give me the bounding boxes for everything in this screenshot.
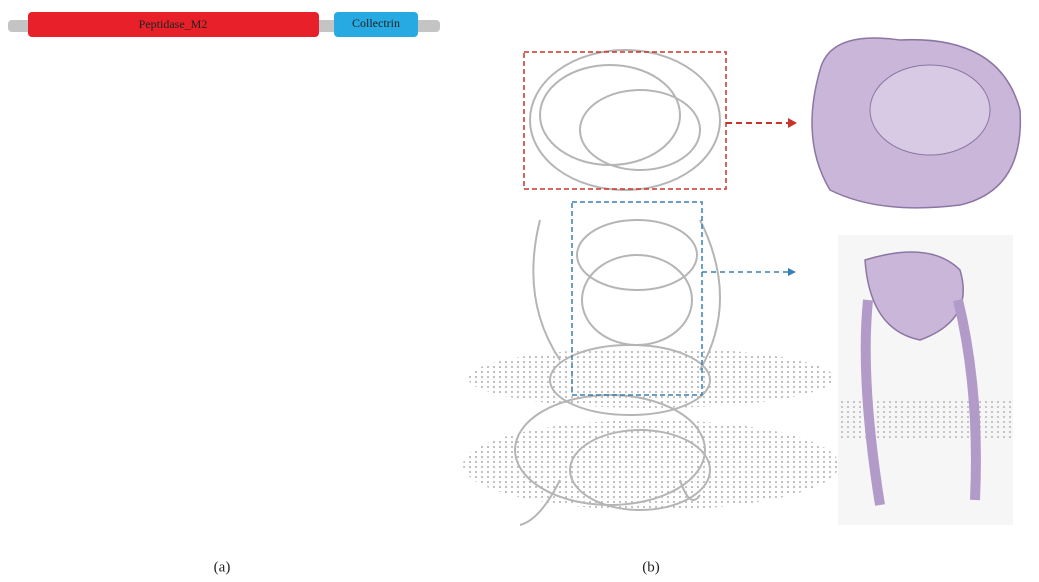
panel-label: (b) [642, 559, 660, 575]
arrow-head [788, 118, 797, 128]
zoom-structure-bottom [838, 235, 1013, 525]
protein-structure [463, 50, 839, 525]
domain-label: Peptidase_M2 [139, 17, 208, 31]
arrow-head [788, 268, 796, 276]
zoom-structure-top [812, 38, 1020, 208]
domain-diagram: Peptidase_M2 Collectrin [8, 12, 440, 37]
domain-label: Collectrin [352, 16, 400, 30]
figure: Peptidase_M2 Collectrin (a) (b) [0, 0, 1039, 582]
panel-label: (a) [214, 559, 231, 575]
